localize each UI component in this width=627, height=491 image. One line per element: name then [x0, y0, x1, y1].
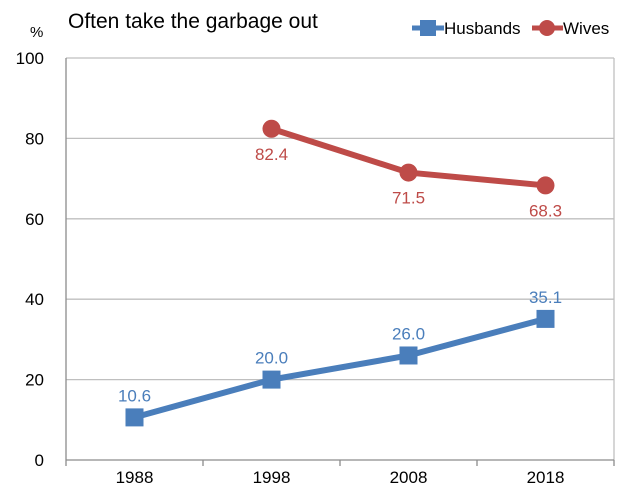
point-wives-1998: [262, 119, 281, 138]
data-label-husbands-2008: 26.0: [392, 324, 425, 343]
y-tick-label: 80: [25, 129, 44, 148]
data-label-wives-2018: 68.3: [529, 201, 562, 220]
point-husbands-2018: [536, 309, 555, 328]
data-label-wives-1998: 82.4: [255, 145, 288, 164]
point-wives-2008: [399, 163, 418, 182]
x-tick-label-2008: 2008: [390, 468, 428, 487]
grid-lines: [66, 57, 615, 460]
legend-label-husbands: Husbands: [444, 19, 521, 38]
point-husbands-1988: [125, 408, 144, 427]
data-label-husbands-2018: 35.1: [529, 288, 562, 307]
x-tick-label-1998: 1998: [253, 468, 291, 487]
y-tick-label: 0: [35, 451, 44, 470]
axes: 0 20 40 60 80 100 1988 1998 2008 2018: [16, 49, 615, 487]
y-tick-label: 40: [25, 290, 44, 309]
data-label-wives-2008: 71.5: [392, 189, 425, 208]
y-tick-label: 100: [16, 49, 44, 68]
x-tick-label-2018: 2018: [527, 468, 565, 487]
chart-title: Often take the garbage out: [68, 10, 318, 33]
legend-label-wives: Wives: [563, 19, 609, 38]
legend: Husbands Wives: [412, 19, 609, 38]
data-label-husbands-1988: 10.6: [118, 386, 151, 405]
y-tick-label: 60: [25, 210, 44, 229]
series-layer: 10.6 20.0 26.0 35.1 82.4 71.5 68.3: [118, 119, 562, 427]
point-husbands-1998: [262, 370, 281, 389]
y-axis-unit: %: [30, 24, 43, 41]
legend-marker-wives: [539, 20, 555, 36]
point-wives-2018: [536, 176, 555, 195]
y-tick-label: 20: [25, 371, 44, 390]
data-label-husbands-1998: 20.0: [255, 349, 288, 368]
point-husbands-2008: [399, 346, 418, 365]
series-line-husbands: [133, 315, 547, 421]
x-tick-label-1988: 1988: [116, 468, 154, 487]
legend-marker-husbands: [420, 20, 436, 36]
